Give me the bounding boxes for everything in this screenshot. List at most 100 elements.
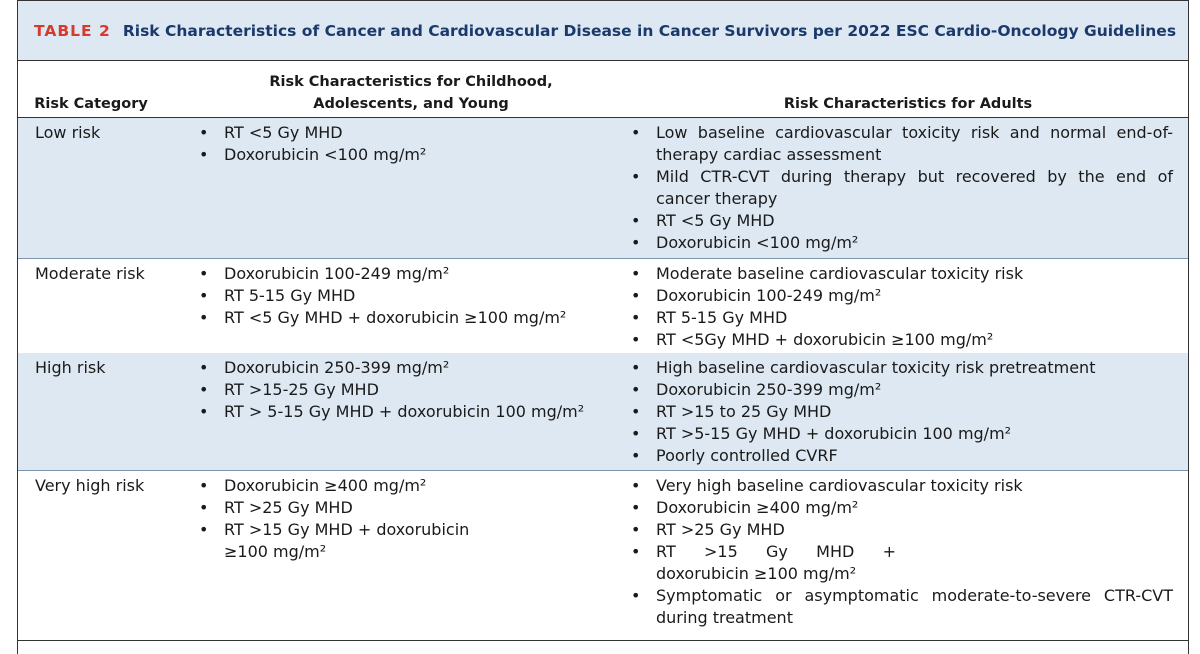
list-item-text: High baseline cardiovascular toxicity ri… [656,358,1096,377]
list-item: • Doxorubicin 100-249 mg/m² [628,285,1173,307]
list-item-text: Poorly controlled CVRF [656,446,838,465]
table-title-bar: TABLE 2 Risk Characteristics of Cancer a… [18,0,1188,60]
list-item: • Doxorubicin 250-399 mg/m² [628,379,1173,401]
bullet-icon: • [199,520,209,539]
list-item-text: RT >15-25 Gy MHD [224,380,379,399]
table-row: High risk • Doxorubicin 250-399 mg/m² • RT… [18,353,1188,470]
bullet-icon: • [631,586,641,605]
header-childhood-line2: Adolescents, and Young [313,96,509,112]
list-item: • RT <5Gy MHD + doxorubicin ≥100 mg/m² [628,329,1173,351]
list-item-text: Doxorubicin 100-249 mg/m² [224,264,450,283]
list-item: • RT <5 Gy MHD + doxorubicin ≥100 mg/m² [196,307,616,329]
risk-category-cell: Very high risk [35,476,145,495]
list-item: • Doxorubicin 250-399 mg/m² [196,357,616,379]
table-title: Risk Characteristics of Cancer and Cardi… [122,21,1177,40]
list-item-text: RT >15 Gy MHD + doxorubicin ≥100 mg/m² [224,520,470,561]
list-item: • RT >25 Gy MHD [628,519,1173,541]
bullet-icon: • [199,402,209,421]
childhood-list: • Doxorubicin ≥400 mg/m² • RT >25 Gy MHD •… [196,475,496,563]
list-item-text: Doxorubicin 250-399 mg/m² [656,380,882,399]
list-item-text: RT >5-15 Gy MHD + doxorubicin 100 mg/m² [656,424,1012,443]
list-item: • Doxorubicin <100 mg/m² [196,144,616,166]
list-item: • RT <5 Gy MHD [628,210,1173,232]
bullet-icon: • [631,211,641,230]
list-item-text: Doxorubicin ≥400 mg/m² [656,498,859,517]
table-frame: TABLE 2 Risk Characteristics of Cancer a… [17,0,1189,654]
list-item-text: Doxorubicin ≥400 mg/m² [224,476,427,495]
bullet-icon: • [631,123,641,142]
bullet-icon: • [631,167,641,186]
list-item: • Doxorubicin <100 mg/m² [628,232,1173,254]
bullet-icon: • [631,264,641,283]
list-item: • RT 5-15 Gy MHD [628,307,1173,329]
childhood-list: • Doxorubicin 100-249 mg/m² • RT 5-15 Gy M… [196,263,616,329]
childhood-list: • Doxorubicin 250-399 mg/m² • RT >15-25 Gy… [196,357,616,423]
bullet-icon: • [631,520,641,539]
list-item-text: RT 5-15 Gy MHD [656,308,788,327]
bullet-icon: • [199,358,209,377]
list-item: • Doxorubicin 100-249 mg/m² [196,263,616,285]
list-item: • RT >15-25 Gy MHD [196,379,616,401]
list-item: • RT >15 Gy MHD + doxorubicin ≥100 mg/m² [628,541,896,585]
list-item-text: RT <5 Gy MHD [656,211,775,230]
list-item: • RT <5 Gy MHD [196,122,616,144]
bullet-icon: • [199,476,209,495]
risk-category-cell: Low risk [35,123,101,142]
bullet-icon: • [631,380,641,399]
list-item: • RT >25 Gy MHD [196,497,496,519]
table-row: Moderate risk • Doxorubicin 100-249 mg/m²… [18,258,1188,353]
list-item: • Very high baseline cardiovascular toxic… [628,475,1173,497]
header-childhood: Risk Characteristics for Childhood, Adol… [246,71,576,115]
table-header: Risk Category Risk Characteristics for C… [18,60,1188,118]
list-item-text: RT <5 Gy MHD + doxorubicin ≥100 mg/m² [224,308,567,327]
bullet-icon: • [631,498,641,517]
list-item: • Doxorubicin ≥400 mg/m² [628,497,1173,519]
list-item: • RT 5-15 Gy MHD [196,285,616,307]
list-item-text: RT <5 Gy MHD [224,123,343,142]
bullet-icon: • [199,498,209,517]
list-item: • RT >15 to 25 Gy MHD [628,401,1173,423]
bullet-icon: • [199,380,209,399]
bullet-icon: • [631,233,641,252]
list-item: • Low baseline cardiovascular toxicity ri… [628,122,1173,166]
bullet-icon: • [631,542,641,561]
header-adults: Risk Characteristics for Adults [783,96,1033,112]
list-item-text: Low baseline cardiovascular toxicity ris… [656,123,1173,164]
childhood-list: • RT <5 Gy MHD • Doxorubicin <100 mg/m² [196,122,616,166]
risk-category-cell: Moderate risk [35,264,145,283]
list-item-text: RT > 5-15 Gy MHD + doxorubicin 100 mg/m² [224,402,585,421]
list-item-text: Moderate baseline cardiovascular toxicit… [656,264,1024,283]
bullet-icon: • [199,264,209,283]
list-item-text: Doxorubicin 100-249 mg/m² [656,286,882,305]
list-item-text: RT >15 Gy MHD + doxorubicin ≥100 mg/m² [656,542,896,583]
list-item: • Doxorubicin ≥400 mg/m² [196,475,496,497]
list-item-text: RT >25 Gy MHD [224,498,353,517]
risk-category-cell: High risk [35,358,106,377]
bullet-icon: • [631,286,641,305]
bullet-icon: • [631,308,641,327]
list-item: • High baseline cardiovascular toxicity r… [628,357,1173,379]
bullet-icon: • [199,308,209,327]
list-item: • Symptomatic or asymptomatic moderate-to… [628,585,1173,629]
list-item-text: Mild CTR-CVT during therapy but recovere… [656,167,1173,208]
adults-list: • High baseline cardiovascular toxicity r… [628,357,1173,467]
list-item: • Moderate baseline cardiovascular toxici… [628,263,1173,285]
table-bottom-rule [18,640,1188,641]
adults-list: • Low baseline cardiovascular toxicity ri… [628,122,1173,254]
bullet-icon: • [199,145,209,164]
list-item-text: RT >25 Gy MHD [656,520,785,539]
bullet-icon: • [631,446,641,465]
bullet-icon: • [631,424,641,443]
bullet-icon: • [199,123,209,142]
list-item-text: Very high baseline cardiovascular toxici… [656,476,1023,495]
bullet-icon: • [199,286,209,305]
bullet-icon: • [631,358,641,377]
table-row: Low risk • RT <5 Gy MHD • Doxorubicin <100… [18,118,1188,258]
list-item: • Mild CTR-CVT during therapy but recover… [628,166,1173,210]
bullet-icon: • [631,476,641,495]
bullet-icon: • [631,402,641,421]
list-item: • RT > 5-15 Gy MHD + doxorubicin 100 mg/m… [196,401,616,423]
header-childhood-line1: Risk Characteristics for Childhood, [269,74,553,90]
header-risk-category: Risk Category [34,96,148,112]
list-item-text: Doxorubicin <100 mg/m² [224,145,427,164]
